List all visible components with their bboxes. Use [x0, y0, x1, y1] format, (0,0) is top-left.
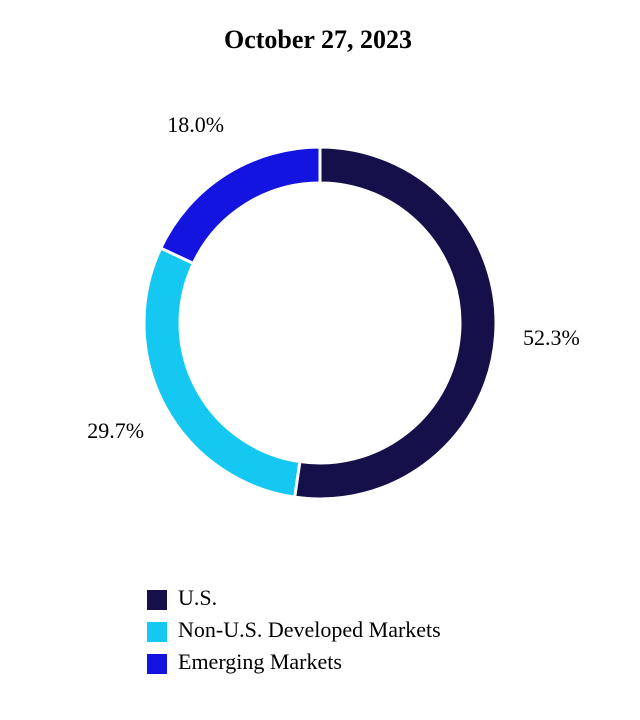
legend-label: Emerging Markets	[178, 649, 342, 674]
data-label: 18.0%	[167, 112, 224, 137]
legend-swatch	[147, 622, 167, 642]
donut-segment	[142, 246, 302, 499]
legend-swatch	[147, 590, 167, 610]
donut-segment	[158, 145, 322, 266]
chart-title: October 27, 2023	[224, 25, 412, 54]
legend-swatch	[147, 654, 167, 674]
donut-segment	[292, 145, 498, 501]
legend-label: Non-U.S. Developed Markets	[178, 617, 441, 642]
data-label: 52.3%	[523, 325, 580, 350]
data-label: 29.7%	[87, 418, 144, 443]
legend-label: U.S.	[178, 585, 217, 610]
